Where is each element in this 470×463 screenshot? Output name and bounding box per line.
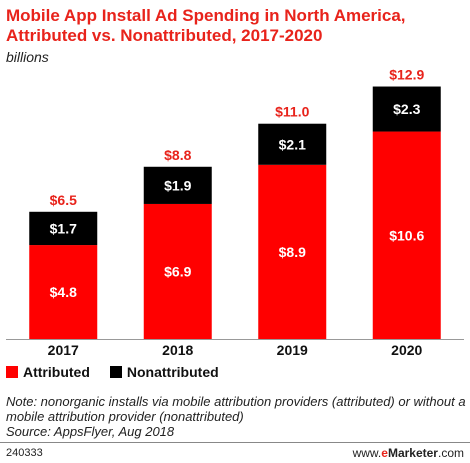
legend-swatch-attributed bbox=[6, 366, 18, 378]
bar-attributed-2020 bbox=[372, 131, 441, 339]
brand-domain: .com bbox=[437, 446, 464, 460]
legend-label-attributed: Attributed bbox=[23, 364, 90, 380]
data-label-nonattributed-2017: $1.7 bbox=[50, 220, 77, 236]
total-label-2018: $8.8 bbox=[164, 147, 191, 163]
brand-e: e bbox=[381, 446, 388, 460]
total-label-2019: $11.0 bbox=[275, 104, 309, 120]
data-label-attributed-2019: $8.9 bbox=[279, 244, 306, 260]
bar-nonattributed-2020 bbox=[372, 86, 441, 132]
bar-attributed-2018 bbox=[143, 203, 212, 339]
bar-attributed-2019 bbox=[258, 164, 327, 339]
bar-chart: $4.8 $1.7 $6.5 2017 $6.9 $1.9 $8.8 2018 $8.9 $2.1… bbox=[6, 67, 464, 358]
source-text: Source: AppsFlyer, Aug 2018 bbox=[6, 424, 175, 439]
bar-attributed-2017 bbox=[29, 245, 98, 339]
chart-id: 240333 bbox=[6, 447, 43, 459]
x-tick-label-2017: 2017 bbox=[48, 342, 79, 358]
x-tick-label-2019: 2019 bbox=[277, 342, 308, 358]
bar-nonattributed-2019 bbox=[258, 123, 327, 165]
data-label-attributed-2018: $6.9 bbox=[164, 263, 191, 279]
data-label-nonattributed-2020: $2.3 bbox=[393, 101, 420, 117]
x-tick-label-2018: 2018 bbox=[162, 342, 193, 358]
emarketer-logo[interactable]: www.eMarketer.com bbox=[353, 446, 464, 460]
total-label-2020: $12.9 bbox=[389, 67, 424, 83]
legend-label-nonattributed: Nonattributed bbox=[126, 364, 219, 380]
data-label-nonattributed-2018: $1.9 bbox=[164, 177, 191, 193]
data-label-nonattributed-2019: $2.1 bbox=[279, 136, 306, 152]
legend-item-attributed: Attributed bbox=[6, 364, 90, 380]
bar-nonattributed-2018 bbox=[143, 166, 212, 204]
chart-title: Mobile App Install Ad Spending in North … bbox=[6, 6, 406, 45]
data-label-attributed-2017: $4.8 bbox=[50, 284, 77, 300]
total-label-2017: $6.5 bbox=[50, 192, 77, 208]
brand-www: www. bbox=[352, 446, 382, 460]
brand-name: Marketer bbox=[387, 446, 438, 460]
chart-notes: Note: nonorganic installs via mobile att… bbox=[6, 394, 466, 439]
note-text: Note: nonorganic installs via mobile att… bbox=[6, 394, 466, 424]
x-tick-label-2020: 2020 bbox=[391, 342, 422, 358]
legend-item-nonattributed: Nonattributed bbox=[109, 364, 219, 380]
chart-subtitle: billions bbox=[6, 49, 49, 65]
legend-swatch-nonattributed bbox=[109, 366, 122, 378]
bar-nonattributed-2017 bbox=[29, 211, 98, 246]
data-label-attributed-2020: $10.6 bbox=[389, 227, 424, 243]
footer-divider bbox=[0, 442, 470, 443]
legend: Attributed Nonattributed bbox=[6, 364, 239, 380]
